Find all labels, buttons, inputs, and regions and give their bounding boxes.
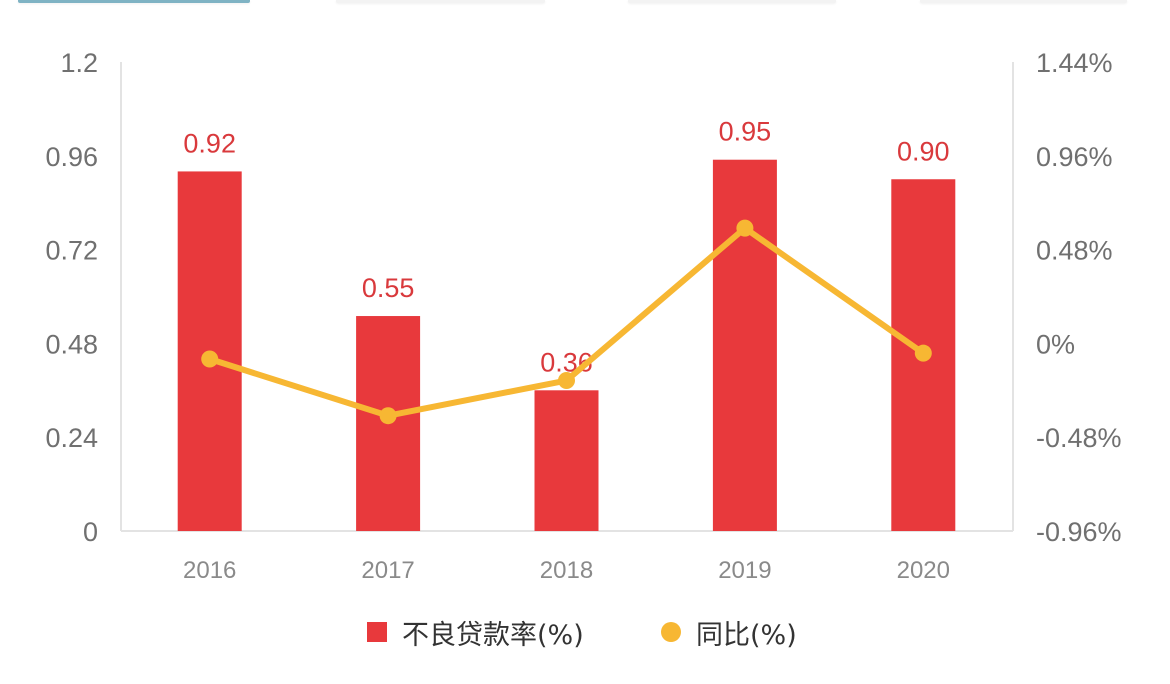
yoy-point-2017: [379, 407, 397, 425]
bar-value-labels: 0.920.550.360.950.90: [183, 117, 949, 378]
bar-value-label: 0.55: [362, 273, 415, 303]
bar-value-label: 0.90: [897, 136, 950, 166]
left-axis-tick-label: 0.48: [45, 329, 98, 359]
legend-label: 同比(%): [696, 619, 797, 651]
right-axis-tick-label: 0.48%: [1036, 236, 1113, 266]
right-axis-tick-label: 0%: [1036, 329, 1075, 359]
bar-2019: [712, 159, 777, 532]
combo-chart: 0 0.24 0.48 0.72 0.96 1.2 -0.96% -0.48% 0% 0.48% 0…: [45, 48, 1121, 584]
chart-tab-1[interactable]: [18, 0, 250, 3]
line-series: [201, 219, 932, 425]
bar-value-label: 0.95: [719, 117, 772, 147]
x-axis-label-2017: 2017: [361, 557, 414, 584]
bar-2018: [534, 390, 599, 531]
chart-tab-2[interactable]: [336, 0, 545, 3]
chart-tab-4[interactable]: [920, 0, 1127, 3]
left-axis-tick-label: 0.24: [45, 423, 98, 453]
yoy-point-2019: [736, 219, 754, 237]
yoy-point-2016: [201, 350, 219, 368]
right-axis-tick-label: 0.96%: [1036, 142, 1113, 172]
legend: 不良贷款率(%) 同比(%): [0, 612, 1170, 652]
legend-square-icon: [367, 622, 387, 642]
legend-item-yoy[interactable]: 同比(%): [661, 612, 797, 652]
legend-label: 不良贷款率(%): [402, 619, 584, 651]
chart-tab-strip: [0, 0, 1170, 6]
left-axis-tick-label: 0: [83, 517, 98, 547]
yoy-point-2018: [558, 372, 575, 390]
legend-item-npl-ratio[interactable]: 不良贷款率(%): [367, 612, 584, 652]
x-axis-label-2020: 2020: [897, 557, 950, 584]
right-axis-tick-label: -0.48%: [1036, 423, 1122, 453]
x-axis-label-2016: 2016: [183, 557, 236, 584]
x-axis-labels: 2016 2017 2018 2019 2020: [183, 557, 950, 584]
left-axis-tick-label: 0.96: [45, 142, 98, 172]
axes: 0 0.24 0.48 0.72 0.96 1.2 -0.96% -0.48% 0% 0.48% 0…: [45, 48, 1121, 547]
left-axis-tick-label: 0.72: [45, 236, 98, 266]
legend-circle-icon: [661, 622, 681, 642]
left-axis-tick-label: 1.2: [60, 48, 98, 78]
right-axis-tick-label: -0.96%: [1036, 517, 1122, 547]
right-axis-tick-label: 1.44%: [1036, 48, 1113, 78]
x-axis-label-2019: 2019: [718, 557, 771, 584]
chart-tab-3[interactable]: [628, 0, 836, 3]
bar-series: [177, 159, 956, 532]
x-axis-label-2018: 2018: [540, 557, 593, 584]
bar-value-label: 0.92: [183, 128, 236, 158]
yoy-point-2020: [914, 344, 932, 362]
